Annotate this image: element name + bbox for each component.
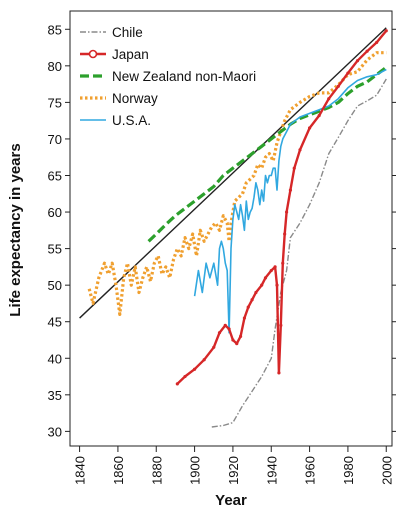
series-point-japan [212,345,216,349]
y-tick-label: 50 [48,278,62,293]
series-point-japan [375,40,379,45]
legend-label-japan: Japan [112,47,149,62]
series-point-japan [269,268,273,273]
series-point-japan [336,84,340,88]
legend-label-u-s-a: U.S.A. [112,113,151,128]
legend-label-chile: Chile [112,25,143,40]
y-tick-label: 70 [48,132,62,147]
x-tick-label: 1840 [73,456,88,485]
series-point-japan [281,261,285,265]
y-tick-label: 30 [48,424,62,439]
series-line-new-zealand-non-maori [147,66,388,243]
marks-layer [79,27,388,428]
series-point-japan [217,331,222,335]
series-point-japan [231,338,235,342]
series-point-japan [263,276,268,280]
y-tick-label: 65 [48,168,62,183]
series-point-japan [223,323,227,327]
x-tick-label: 1880 [149,456,164,485]
y-tick-label: 45 [48,315,62,330]
series-line-chile [211,78,387,428]
legend-marker-japan [88,49,98,59]
series-point-japan [283,232,287,236]
trend-line [79,27,387,319]
series-point-japan [355,59,360,63]
legend-label-norway: Norway [112,91,158,106]
series-point-japan [288,188,293,192]
series-point-japan [346,71,350,75]
y-tick-label: 75 [48,95,62,110]
y-tick-label: 85 [48,22,62,37]
x-tick-label: 1860 [111,456,126,485]
series-point-japan [277,371,281,375]
y-tick-label: 40 [48,351,62,366]
x-tick-label: 1920 [226,456,241,485]
series-point-japan [275,283,279,287]
series-point-japan [175,382,179,386]
series-point-japan [365,49,369,53]
legend: Chile Japan New Zealand non-Maori Norway U.S… [80,25,256,128]
axes-layer: 30 35 40 45 50 55 60 65 70 75 80 85 1840 1860 1880 1900… [48,22,396,485]
series-point-japan [250,298,254,302]
x-tick-label: 1940 [264,456,279,485]
y-axis-label: Life expectancy in years [7,143,24,316]
y-tick-label: 35 [48,388,62,403]
series-point-japan [260,283,264,287]
series-point-japan [307,126,312,130]
series-line-u-s-a [193,68,387,334]
y-tick-label: 60 [48,205,62,220]
series-point-japan [183,374,187,379]
x-axis-label: Year [215,492,247,509]
series-point-japan [273,265,277,269]
series-point-japan [327,97,331,101]
x-tick-label: 2000 [379,456,394,485]
series-point-japan [284,210,289,214]
series-point-japan [298,148,302,152]
series-point-japan [192,367,197,371]
series-point-japan [202,358,206,362]
series-point-japan [227,327,231,331]
series-point-japan [384,29,388,33]
y-tick-label: 80 [48,59,62,74]
x-tick-label: 1980 [341,456,356,485]
x-tick-label: 1900 [188,456,203,485]
series-point-japan [292,166,296,170]
series-point-japan [238,334,243,338]
series-point-japan [242,316,247,320]
y-tick-label: 55 [48,242,62,257]
legend-label-new-zealand-non-maori: New Zealand non-Maori [112,69,256,84]
series-point-japan [317,113,321,118]
series-point-japan [254,290,258,295]
x-tick-label: 1960 [303,456,318,485]
series-point-japan [235,342,239,346]
series-point-japan [246,305,250,309]
series-point-japan [279,323,283,327]
